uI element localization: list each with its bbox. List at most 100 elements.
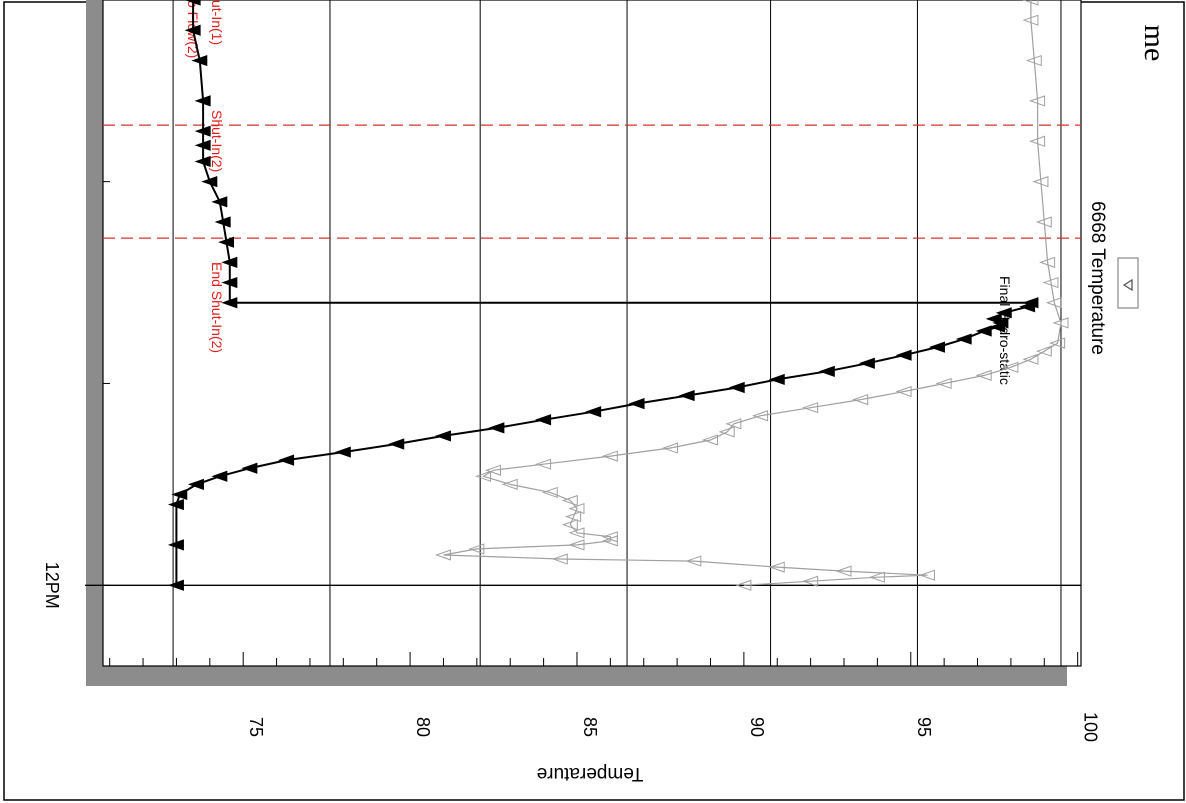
series-0-point: [895, 349, 912, 361]
series-0-point: [241, 462, 258, 474]
grid-lines: [85, 0, 1081, 666]
series-1-point: [1029, 135, 1046, 147]
series-1-point: [868, 571, 885, 583]
series-1-point: [918, 569, 935, 581]
series-1-point: [1052, 317, 1069, 329]
y-tick-label-80: 80: [413, 717, 433, 737]
y-tick-label-75: 75: [246, 717, 266, 737]
series-1-point: [1039, 256, 1056, 268]
y-tick-label-100: 100: [1081, 712, 1101, 742]
series-1-point: [1022, 0, 1039, 6]
series-1-point: [1022, 353, 1039, 365]
series-1-point: [1035, 216, 1052, 228]
series-0-point: [167, 579, 184, 591]
triangle-left-icon: [1122, 278, 1133, 292]
series-0-point: [628, 398, 645, 410]
series-1-point: [485, 464, 502, 476]
legend[interactable]: 6668 Temperature: [1087, 201, 1139, 355]
series-1-point: [434, 549, 451, 561]
series-1-point: [752, 410, 769, 422]
y-axis-title: Temperature: [537, 763, 644, 784]
y-tick-label-85: 85: [580, 717, 600, 737]
series-0-point: [194, 139, 211, 151]
series-0-point: [488, 422, 505, 434]
series-0-point: [975, 325, 992, 337]
series-1-point: [541, 486, 558, 499]
series-1-point: [735, 579, 752, 591]
x-tick-label: 12PM: [42, 562, 62, 609]
series-0-point: [171, 488, 188, 501]
series-0-point: [728, 381, 745, 394]
series-1-point: [975, 369, 992, 381]
series-0-point: [191, 54, 208, 67]
event-label-2: Shut-In(2): [209, 110, 225, 172]
series-0-point: [585, 406, 602, 418]
series-1-point: [501, 478, 518, 490]
series-1-point: [475, 470, 492, 482]
series-1-point: [725, 418, 742, 430]
series-1-point: [568, 502, 585, 515]
series-1-point: [568, 527, 585, 539]
series-1-point: [685, 555, 702, 567]
y-tick-label-90: 90: [747, 717, 767, 737]
series-1-point: [768, 561, 785, 573]
legend-series-label: 6668 Temperature: [1087, 201, 1108, 355]
series-1-point: [1045, 297, 1062, 309]
series-0-point: [434, 430, 451, 442]
series-0-point: [201, 176, 218, 188]
series-0-point: [194, 125, 211, 137]
series-1-point: [835, 565, 852, 577]
series-1-line: [443, 0, 1062, 586]
series-0-point: [388, 438, 405, 450]
series-1-point: [1029, 95, 1046, 107]
series-1-point: [935, 377, 952, 390]
series-0-point: [221, 276, 238, 289]
series-1-point: [601, 450, 618, 462]
series-1-point: [568, 539, 585, 551]
series-1-point: [535, 458, 552, 470]
series-0-point: [995, 307, 1012, 319]
series-1-point: [1049, 337, 1066, 349]
series-0-point: [187, 478, 204, 490]
series-1-point: [802, 402, 819, 414]
axis-layer: 75 80 85 90 95 100 12PM: [42, 181, 1101, 742]
series-1-point: [601, 531, 618, 543]
series-1-point: [718, 426, 735, 438]
series-0-point: [818, 365, 835, 377]
series-layer: [167, 0, 1069, 591]
event-label-0: ut-In(1): [209, 0, 225, 45]
series-0-point: [678, 389, 695, 402]
series-1-point: [1022, 14, 1039, 26]
series-1-point: [565, 511, 582, 523]
series-0-point: [184, 24, 201, 36]
series-0-point: [535, 414, 552, 426]
plot-area: [102, 0, 1082, 667]
series-1-point: [852, 393, 869, 406]
series-0-point: [184, 0, 201, 6]
series-0-point: [217, 236, 235, 248]
series-1-point: [895, 385, 912, 398]
series-0-point: [194, 95, 211, 107]
series-0-point: [334, 446, 351, 458]
series-0-point: [768, 373, 785, 386]
series-0-point: [214, 216, 231, 228]
series-0-point: [1022, 297, 1039, 309]
series-1-point: [561, 519, 578, 531]
series-0-point: [167, 539, 184, 551]
series-0-point: [985, 313, 1002, 325]
series-0-point: [858, 357, 875, 369]
series-1-point: [1032, 176, 1049, 188]
series-1-point: [802, 575, 819, 587]
series-0-point: [928, 341, 945, 353]
series-1-point: [1042, 276, 1059, 289]
series-0-point: [278, 454, 295, 466]
series-1-point: [1002, 361, 1019, 373]
series-1-point: [661, 442, 678, 454]
series-1-point: [551, 553, 568, 565]
series-0-point: [211, 196, 228, 208]
series-1-point: [1025, 54, 1042, 67]
series-0-point: [221, 256, 238, 268]
chart-title-fragment: me: [1138, 25, 1171, 62]
y-tick-label-95: 95: [914, 717, 934, 737]
